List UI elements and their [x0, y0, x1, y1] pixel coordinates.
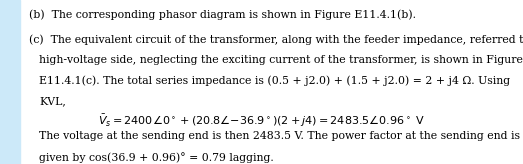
Text: given by cos(36.9 + 0.96)° = 0.79 lagging.: given by cos(36.9 + 0.96)° = 0.79 laggin…: [39, 152, 274, 163]
Text: E11.4.1(c). The total series impedance is (0.5 + j2.0) + (1.5 + j2.0) = 2 + j4 Ω: E11.4.1(c). The total series impedance i…: [39, 75, 510, 86]
Text: KVL,: KVL,: [39, 96, 66, 106]
Text: (c)  The equivalent circuit of the transformer, along with the feeder impedance,: (c) The equivalent circuit of the transf…: [29, 34, 523, 45]
Text: $\bar{V}_s = 2400\angle 0^\circ + (20.8\angle{-}36.9^\circ)(2 + j4) = 2483.5\ang: $\bar{V}_s = 2400\angle 0^\circ + (20.8\…: [98, 113, 425, 129]
Bar: [0, 0, 20, 164]
Text: high-voltage side, neglecting the exciting current of the transformer, is shown : high-voltage side, neglecting the exciti…: [39, 55, 523, 65]
Text: (b)  The corresponding phasor diagram is shown in Figure E11.4.1(b).: (b) The corresponding phasor diagram is …: [29, 10, 416, 20]
Text: The voltage at the sending end is then 2483.5 V. The power factor at the sending: The voltage at the sending end is then 2…: [39, 131, 520, 141]
